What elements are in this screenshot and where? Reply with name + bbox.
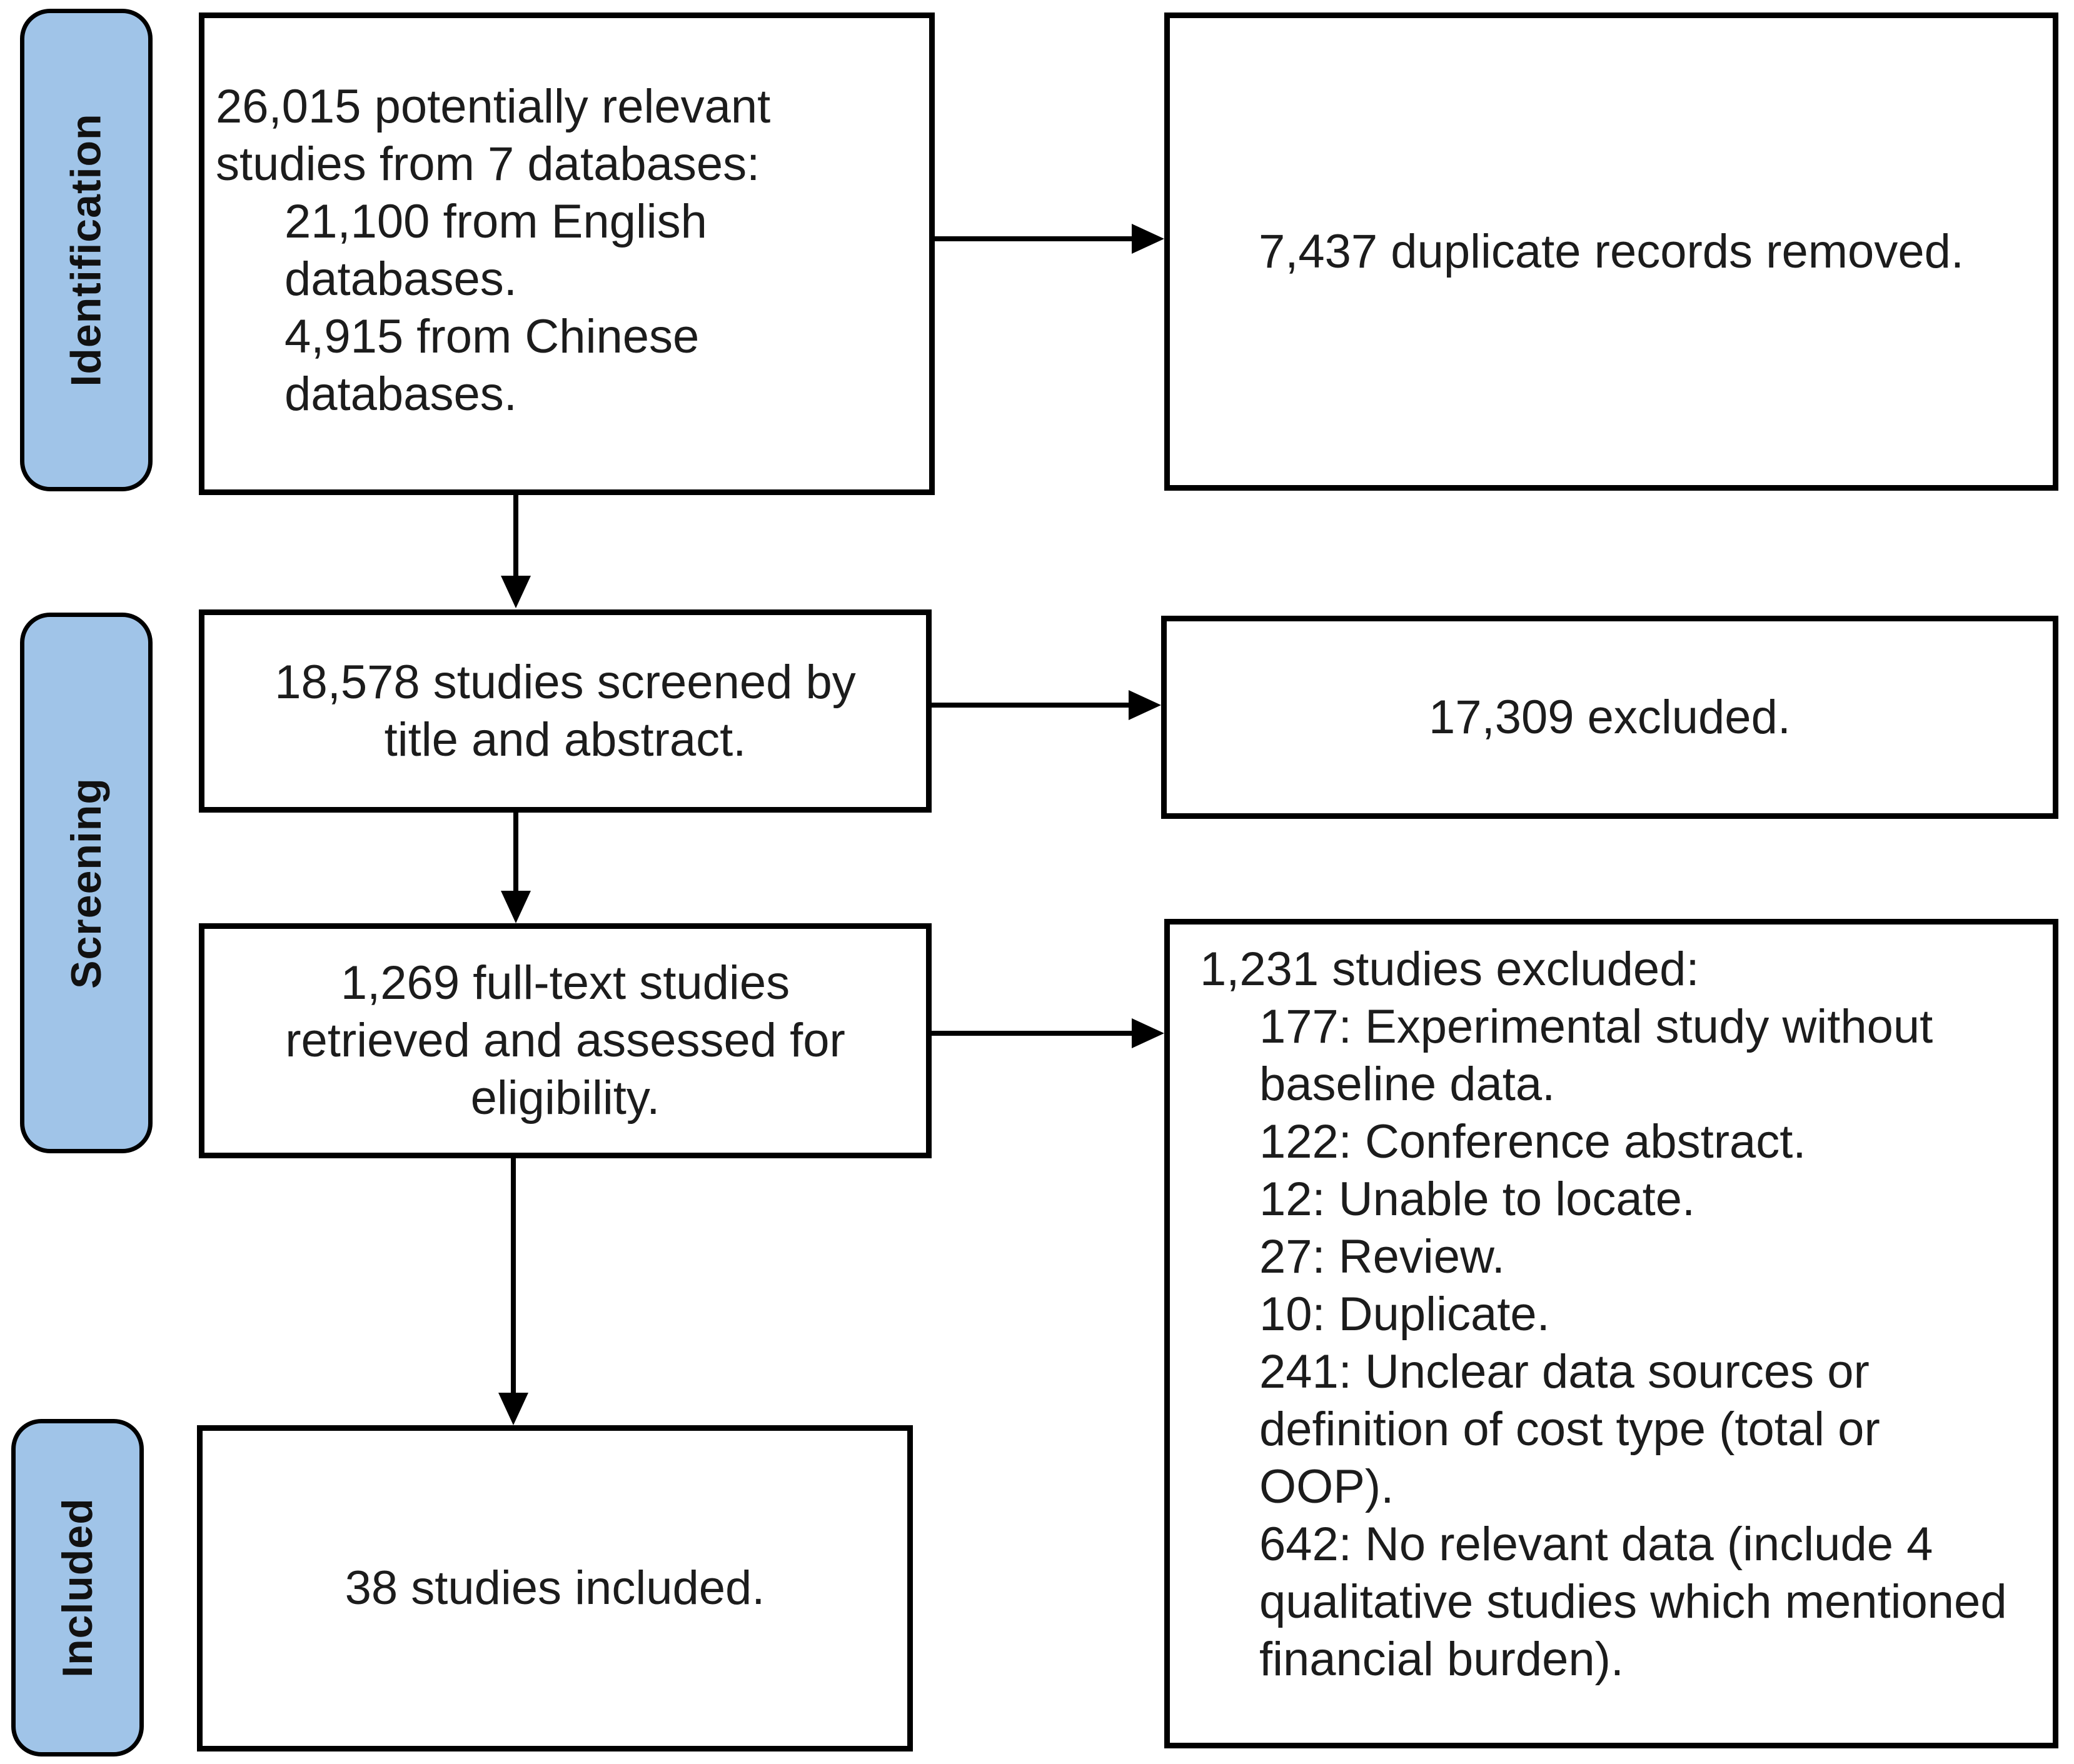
stage-label-included-text: Included [54, 1498, 102, 1678]
studies-included-text: 38 studies included. [345, 1561, 765, 1615]
records-screened-text: 18,578 studies screened by title and abs… [274, 655, 856, 766]
arrow-screened-to-excluded-head [1129, 690, 1161, 720]
box-fulltext-excluded: 1,231 studies excluded: 177: Experimenta… [1164, 919, 2058, 1748]
box-records-identified: 26,015 potentially relevant studies from… [199, 13, 935, 495]
fulltext-assessed-text: 1,269 full-text studies retrieved and as… [285, 956, 845, 1125]
arrow-screened-to-fulltext-head [501, 891, 531, 923]
box-studies-included: 38 studies included. [197, 1425, 913, 1751]
fulltext-excluded-intro: 1,231 studies excluded: [1200, 943, 1699, 996]
fulltext-excluded-reason-no-relevant-data: 642: No relevant data (include 4 qualita… [1259, 1518, 2007, 1686]
stage-label-screening: Screening [20, 613, 153, 1153]
box-screening-excluded: 17,309 excluded. [1161, 616, 2058, 819]
records-identified-item-chinese: 4,915 from Chinese databases. [284, 310, 700, 421]
fulltext-excluded-reason-conference: 122: Conference abstract. [1259, 1115, 1806, 1168]
arrow-fulltext-to-included-head [498, 1393, 528, 1425]
arrow-identified-to-screened-head [501, 576, 531, 608]
fulltext-excluded-reason-duplicate: 10: Duplicate. [1259, 1288, 1550, 1341]
arrow-identified-to-duplicates-line [935, 236, 1132, 241]
arrow-fulltext-to-excluded-line [932, 1031, 1132, 1036]
box-records-screened: 18,578 studies screened by title and abs… [199, 609, 932, 813]
arrow-fulltext-to-included-line [511, 1158, 516, 1393]
arrow-fulltext-to-excluded-head [1132, 1018, 1164, 1048]
stage-label-screening-text: Screening [63, 777, 110, 989]
fulltext-excluded-reason-unclear-sources: 241: Unclear data sources or definition … [1259, 1345, 1880, 1513]
box-duplicates-removed: 7,437 duplicate records removed. [1164, 13, 2058, 491]
records-identified-item-english: 21,100 from English databases. [284, 195, 707, 306]
arrow-screened-to-fulltext-line [513, 813, 518, 891]
arrow-screened-to-excluded-line [932, 703, 1129, 708]
fulltext-excluded-reason-experimental: 177: Experimental study without baseline… [1259, 1000, 1933, 1111]
fulltext-excluded-reason-unable-to-locate: 12: Unable to locate. [1259, 1173, 1696, 1226]
records-identified-intro: 26,015 potentially relevant studies from… [216, 80, 771, 191]
arrow-identified-to-screened-line [513, 495, 518, 578]
box-fulltext-assessed: 1,269 full-text studies retrieved and as… [199, 923, 932, 1158]
stage-label-identification-text: Identification [63, 113, 111, 387]
duplicates-removed-text: 7,437 duplicate records removed. [1259, 224, 1964, 278]
arrow-identified-to-duplicates-head [1132, 224, 1164, 254]
stage-label-included: Included [11, 1419, 144, 1756]
screening-excluded-text: 17,309 excluded. [1429, 690, 1791, 744]
stage-label-identification: Identification [20, 9, 153, 491]
fulltext-excluded-reason-review: 27: Review. [1259, 1230, 1505, 1283]
